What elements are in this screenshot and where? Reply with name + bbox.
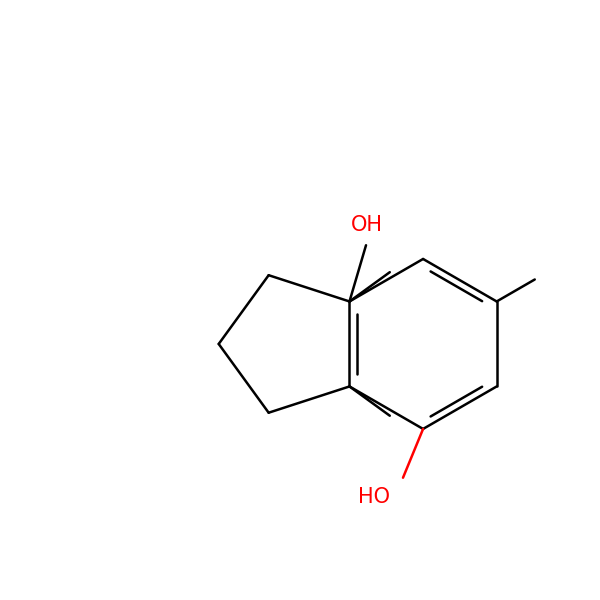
Text: HO: HO: [358, 487, 390, 508]
Text: OH: OH: [351, 215, 383, 235]
